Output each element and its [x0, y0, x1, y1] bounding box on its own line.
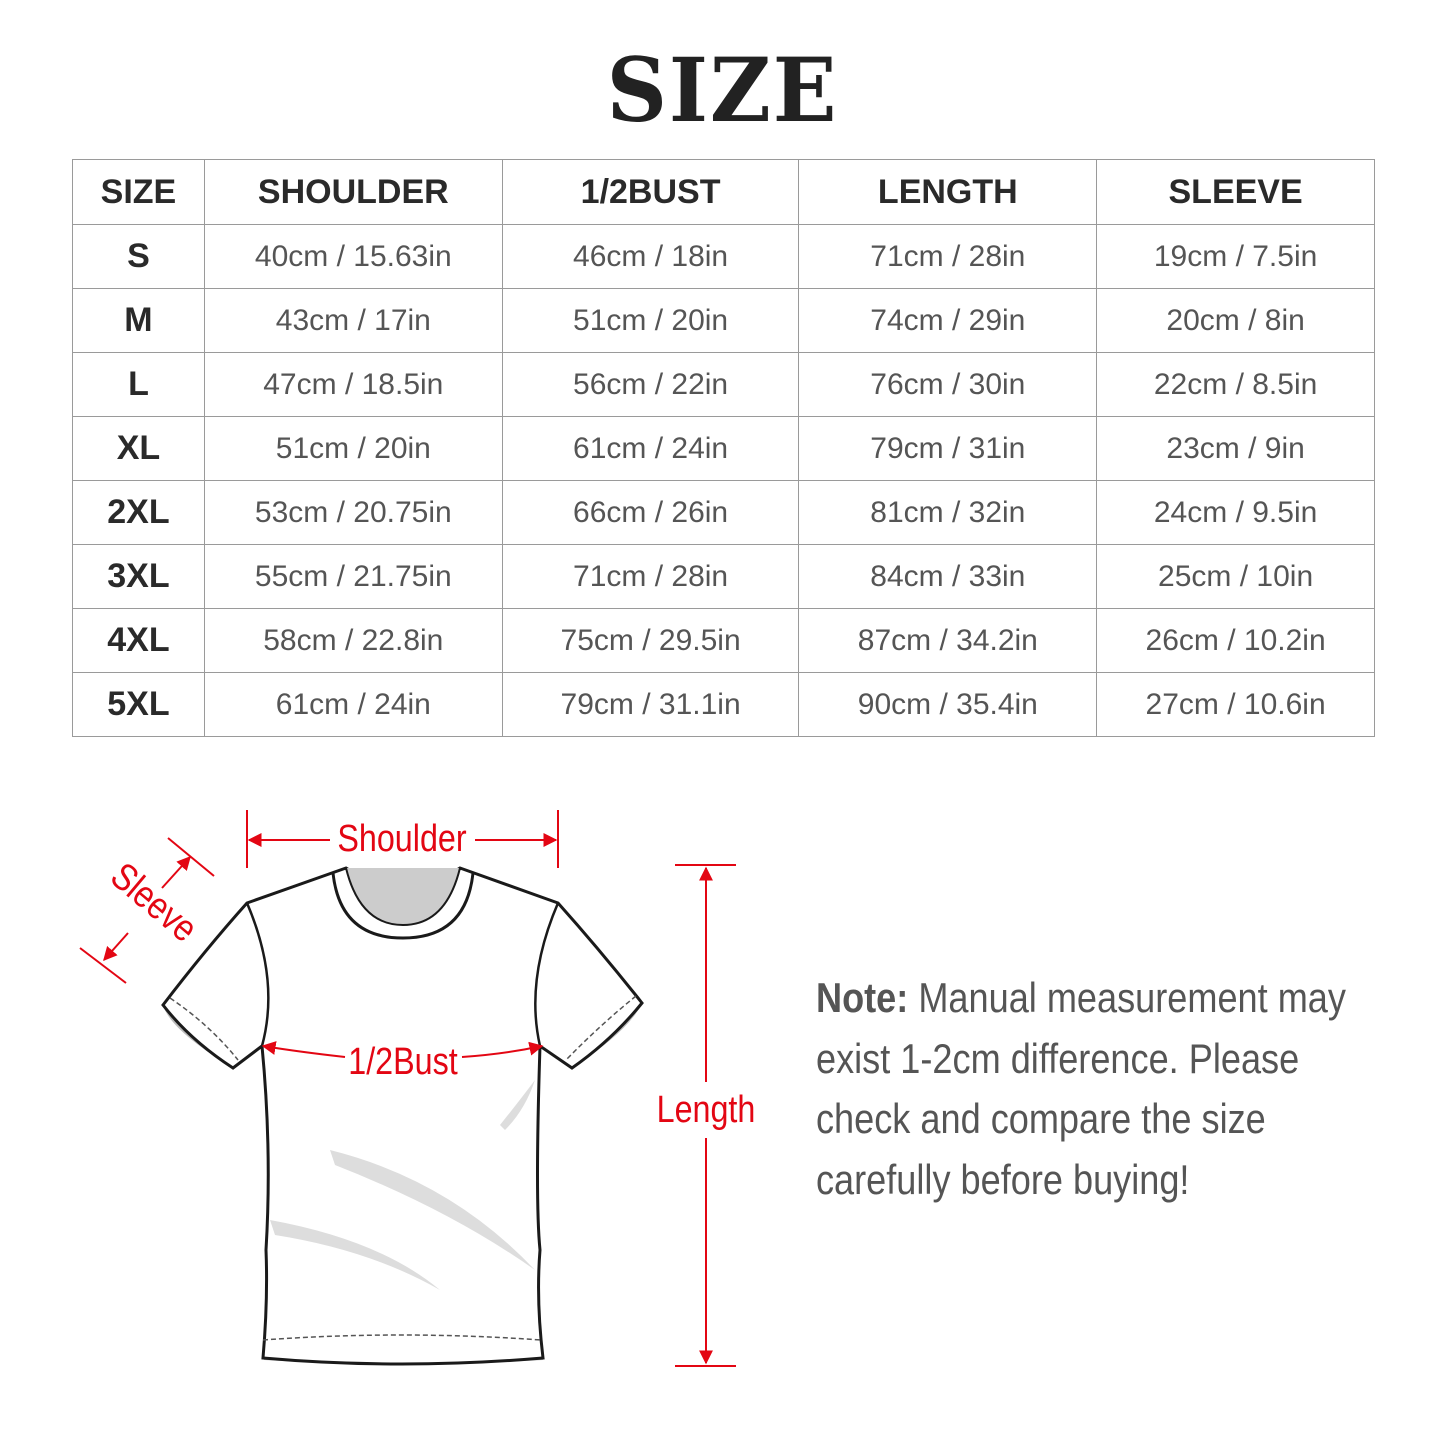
tshirt-icon: [161, 866, 644, 1366]
table-row: 3XL 55cm / 21.75in 71cm / 28in 84cm / 33in 2…: [72, 544, 1375, 609]
note-text: Note: Manual measurement may exist 1-2cm…: [816, 968, 1366, 1210]
bust-arrow-right: [461, 1041, 544, 1058]
measurement-cell: 79cm / 31.1in: [501, 672, 800, 737]
sleeve-arrow-up: [161, 855, 191, 889]
measurement-cell: 75cm / 29.5in: [501, 608, 800, 673]
measurement-cell: 53cm / 20.75in: [203, 480, 503, 545]
bust-arrow-left: [261, 1041, 346, 1058]
table-header-row: SIZE SHOULDER 1/2BUST LENGTH SLEEVE: [72, 159, 1375, 225]
table-row: L 47cm / 18.5in 56cm / 22in 76cm / 30in 22cm…: [72, 352, 1375, 417]
measurement-cell: 40cm / 15.63in: [203, 224, 503, 289]
measurement-cell: 66cm / 26in: [501, 480, 800, 545]
length-label: Length: [657, 1089, 756, 1131]
column-header: LENGTH: [798, 159, 1098, 225]
measurement-cell: 61cm / 24in: [501, 416, 800, 481]
measurement-cell: 81cm / 32in: [798, 480, 1098, 545]
measurement-cell: 20cm / 8in: [1096, 288, 1375, 353]
size-cell: 5XL: [72, 672, 205, 737]
table-row: 2XL 53cm / 20.75in 66cm / 26in 81cm / 32in 2…: [72, 480, 1375, 545]
measurement-cell: 55cm / 21.75in: [203, 544, 503, 609]
measurement-cell: 79cm / 31in: [798, 416, 1098, 481]
shoulder-label: Shoulder: [337, 818, 466, 860]
measurement-cell: 26cm / 10.2in: [1096, 608, 1375, 673]
measurement-cell: 27cm / 10.6in: [1096, 672, 1375, 737]
size-cell: S: [72, 224, 205, 289]
measurement-cell: 22cm / 8.5in: [1096, 352, 1375, 417]
column-header: 1/2BUST: [501, 159, 800, 225]
measurement-cell: 74cm / 29in: [798, 288, 1098, 353]
table-row: 5XL 61cm / 24in 79cm / 31.1in 90cm / 35.4in…: [72, 672, 1375, 737]
sleeve-top-tick: [167, 837, 215, 877]
measurement-cell: 61cm / 24in: [203, 672, 503, 737]
table-row: S 40cm / 15.63in 46cm / 18in 71cm / 28in 19c…: [72, 224, 1375, 289]
measurement-cell: 90cm / 35.4in: [798, 672, 1098, 737]
measurement-cell: 76cm / 30in: [798, 352, 1098, 417]
measurement-cell: 56cm / 22in: [501, 352, 800, 417]
size-cell: L: [72, 352, 205, 417]
measurement-cell: 25cm / 10in: [1096, 544, 1375, 609]
sleeve-bottom-tick: [79, 947, 127, 984]
measurement-cell: 43cm / 17in: [203, 288, 503, 353]
size-cell: 2XL: [72, 480, 205, 545]
size-cell: 4XL: [72, 608, 205, 673]
measurement-cell: 19cm / 7.5in: [1096, 224, 1375, 289]
measurement-cell: 51cm / 20in: [203, 416, 503, 481]
size-cell: M: [72, 288, 205, 353]
measurement-cell: 84cm / 33in: [798, 544, 1098, 609]
table-row: M 43cm / 17in 51cm / 20in 74cm / 29in 20cm /…: [72, 288, 1375, 353]
size-table: SIZE SHOULDER 1/2BUST LENGTH SLEEVE S 40cm / …: [72, 159, 1375, 737]
measurement-cell: 46cm / 18in: [501, 224, 800, 289]
measurement-cell: 47cm / 18.5in: [203, 352, 503, 417]
sleeve-label: Sleeve: [103, 855, 206, 951]
bust-label: 1/2Bust: [348, 1041, 458, 1083]
page-title: SIZE: [606, 38, 839, 142]
sleeve-arrow-down: [103, 932, 129, 962]
measurement-cell: 23cm / 9in: [1096, 416, 1375, 481]
size-cell: 3XL: [72, 544, 205, 609]
note-body: Manual measurement may exist 1-2cm diffe…: [816, 974, 1346, 1203]
measurement-cell: 51cm / 20in: [501, 288, 800, 353]
table-row: XL 51cm / 20in 61cm / 24in 79cm / 31in 23cm …: [72, 416, 1375, 481]
measurement-cell: 71cm / 28in: [501, 544, 800, 609]
note-label: Note:: [816, 974, 909, 1021]
measurement-cell: 58cm / 22.8in: [203, 608, 503, 673]
column-header: SLEEVE: [1096, 159, 1375, 225]
column-header: SIZE: [72, 159, 205, 225]
measurement-cell: 24cm / 9.5in: [1096, 480, 1375, 545]
